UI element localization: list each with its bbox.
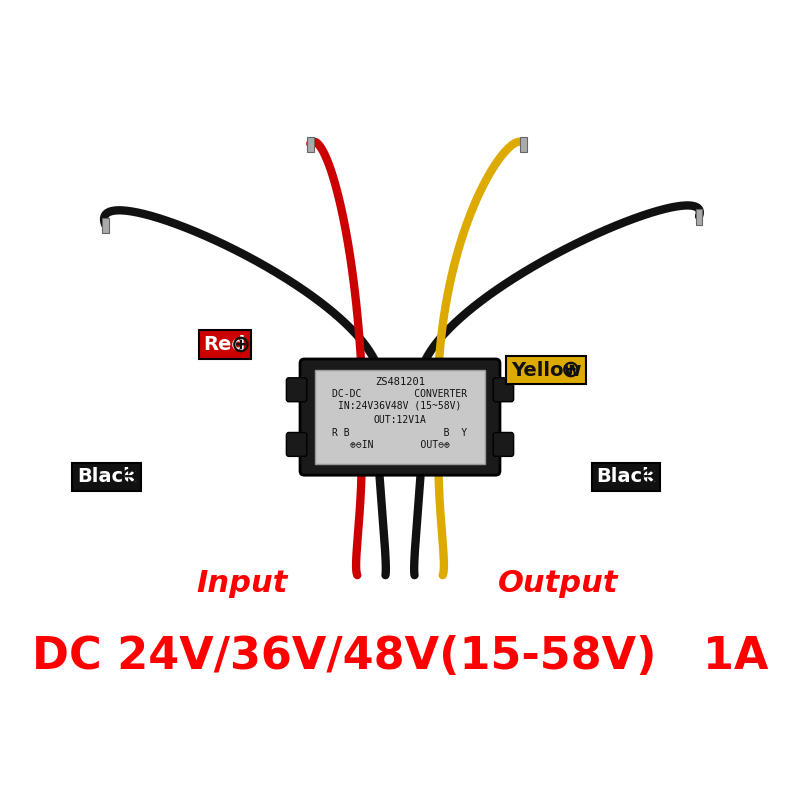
Text: DC 24V/36V/48V(15-58V)   1A: DC 24V/36V/48V(15-58V) 1A <box>32 635 768 678</box>
Text: Output: Output <box>498 569 618 598</box>
FancyBboxPatch shape <box>286 378 307 402</box>
Bar <box>521 137 527 152</box>
Text: Input: Input <box>196 569 288 598</box>
Text: ZS481201: ZS481201 <box>375 377 425 387</box>
FancyBboxPatch shape <box>493 433 514 456</box>
Text: Red: Red <box>203 335 246 354</box>
Text: Black: Black <box>597 467 655 486</box>
Bar <box>307 137 314 152</box>
Bar <box>102 218 109 234</box>
Text: IN:24V36V48V (15~58V): IN:24V36V48V (15~58V) <box>338 401 462 411</box>
FancyBboxPatch shape <box>286 433 307 456</box>
Text: Black: Black <box>77 467 136 486</box>
Text: ⊕: ⊕ <box>231 333 251 357</box>
Text: Yellow: Yellow <box>511 361 582 379</box>
Text: R B                B  Y: R B B Y <box>333 428 467 438</box>
FancyBboxPatch shape <box>300 359 500 475</box>
Text: DC-DC         CONVERTER: DC-DC CONVERTER <box>333 389 467 399</box>
Text: ⊖: ⊖ <box>639 465 659 489</box>
Text: ⊕: ⊕ <box>561 358 581 382</box>
Text: OUT:12V1A: OUT:12V1A <box>374 414 426 425</box>
Text: ⊖: ⊖ <box>120 465 139 489</box>
Bar <box>314 370 486 464</box>
Bar <box>696 210 702 225</box>
Text: ⊕⊖IN        OUT⊖⊕: ⊕⊖IN OUT⊖⊕ <box>350 440 450 450</box>
FancyBboxPatch shape <box>493 378 514 402</box>
